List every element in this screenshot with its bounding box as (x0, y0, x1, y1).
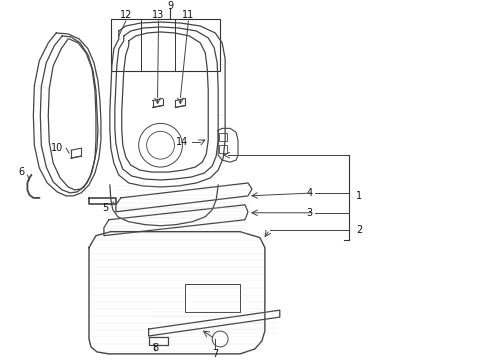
Text: 2: 2 (356, 225, 363, 235)
Text: 4: 4 (307, 188, 313, 198)
Text: 8: 8 (152, 343, 159, 353)
Bar (219, 145, 227, 153)
Text: 11: 11 (182, 10, 195, 20)
Text: 10: 10 (51, 143, 63, 153)
Bar (219, 133, 227, 141)
Text: 13: 13 (152, 10, 165, 20)
Text: 7: 7 (212, 349, 219, 359)
Text: 12: 12 (120, 10, 132, 20)
Text: 5: 5 (102, 203, 108, 213)
Bar (185, 284, 240, 312)
Bar (111, 19, 220, 71)
Text: 14: 14 (176, 137, 189, 147)
Text: 9: 9 (168, 1, 173, 11)
Text: 3: 3 (307, 208, 313, 218)
Text: 6: 6 (19, 167, 25, 177)
Text: 1: 1 (356, 191, 362, 201)
